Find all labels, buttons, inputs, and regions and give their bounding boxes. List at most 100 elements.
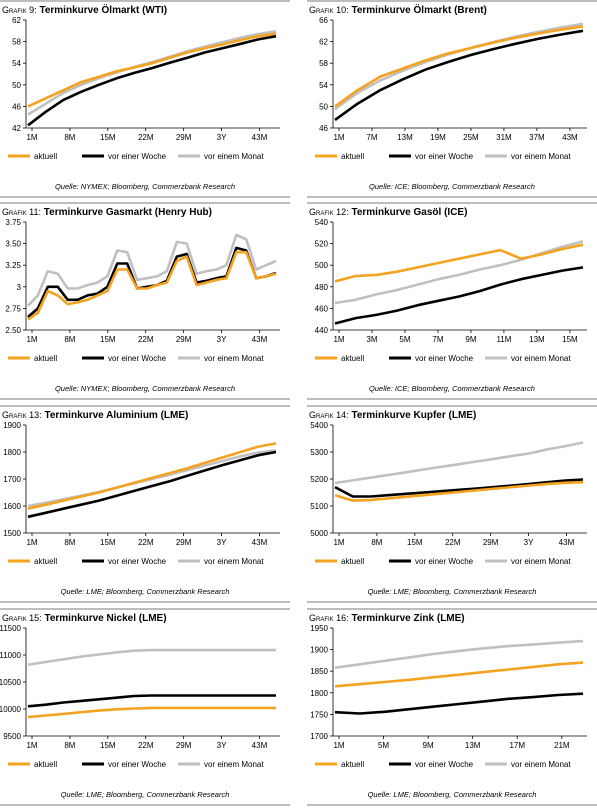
x-tick-label: 37M: [529, 133, 545, 142]
chart-title-text: Terminkurve Ölmarkt (Brent): [348, 5, 487, 16]
y-tick-label: 1800: [310, 689, 328, 698]
y-tick-label: 11000: [0, 651, 22, 660]
x-tick-label: 7M: [432, 335, 443, 344]
chart-header: Grafik 13: Terminkurve Aluminium (LME): [0, 405, 290, 423]
chart-title: Grafik 9: Terminkurve Ölmarkt (WTI): [2, 5, 167, 16]
chart-title-text: Terminkurve Gasmarkt (Henry Hub): [41, 207, 212, 218]
x-tick-label: 19M: [430, 133, 446, 142]
y-tick-label: 1500: [3, 529, 21, 538]
divider: [0, 804, 290, 806]
chart-plot: 46 50 54 58 62 66 1M 7M 13M 19M 25M 31M 37M 43M aktuel…: [315, 16, 587, 161]
series-line-woche: [27, 694, 276, 708]
y-tick-label: 50: [12, 81, 21, 90]
chart-plot: 440 460 480 500 520 540 1M 3M 5M 7M 9M 11M 13M 15M akt…: [315, 218, 587, 363]
chart-title: Grafik 10: Terminkurve Ölmarkt (Brent): [309, 5, 487, 16]
x-tick-label: 8M: [64, 335, 75, 344]
y-tick-label: 10000: [0, 705, 22, 714]
x-tick-label: 9M: [423, 741, 434, 750]
series-line-monat: [334, 639, 584, 669]
y-tick-label: 2.75: [5, 304, 21, 313]
y-tick-label: 62: [319, 38, 328, 47]
chart-panel: Grafik 14: Terminkurve Kupfer (LME) 5000 5…: [307, 405, 597, 605]
y-tick-label: 46: [12, 102, 21, 111]
y-tick-label: 3.50: [5, 240, 21, 249]
legend-label: vor einer Woche: [415, 152, 474, 161]
chart-source: Quelle: ICE; Bloomberg, Commerzbank Rese…: [369, 182, 535, 191]
y-tick-label: 54: [319, 81, 328, 90]
y-tick-label: 1900: [3, 421, 21, 430]
legend-label: vor einem Monat: [511, 152, 571, 161]
x-tick-label: 31M: [496, 133, 512, 142]
chart-title-text: Terminkurve Aluminium (LME): [41, 410, 189, 421]
legend-label: vor einem Monat: [204, 557, 264, 566]
chart-source: Quelle: LME; Bloomberg, Commerzbank Rese…: [367, 790, 537, 799]
y-tick-label: 5200: [310, 475, 328, 484]
y-tick-label: 58: [319, 59, 328, 68]
y-tick-label: 62: [12, 16, 21, 25]
x-tick-label: 22M: [445, 538, 461, 547]
x-tick-label: 5M: [378, 741, 389, 750]
x-tick-label: 15M: [100, 335, 116, 344]
y-tick-label: 10500: [0, 678, 22, 687]
y-tick-label: 46: [319, 124, 328, 133]
chart-panel: Grafik 9: Terminkurve Ölmarkt (WTI) 42 46 5…: [0, 0, 290, 200]
x-tick-label: 3Y: [217, 335, 227, 344]
x-tick-label: 15M: [100, 741, 116, 750]
legend-label: vor einem Monat: [204, 152, 264, 161]
y-tick-label: 500: [315, 261, 329, 270]
y-tick-label: 2.50: [5, 326, 21, 335]
x-tick-label: 29M: [176, 133, 192, 142]
chart-label: Grafik 9:: [2, 5, 37, 15]
chart-plot: 1500 1600 1700 1800 1900 1M 8M 15M 22M 29M 3Y 43M ak…: [3, 421, 280, 566]
series-line-monat: [27, 648, 276, 666]
x-tick-label: 3Y: [217, 133, 227, 142]
y-tick-label: 5100: [310, 502, 328, 511]
x-tick-label: 43M: [252, 538, 268, 547]
chart-title: Grafik 16: Terminkurve Zink (LME): [309, 613, 465, 624]
legend-label: vor einem Monat: [511, 760, 571, 769]
chart-title: Grafik 15: Terminkurve Nickel (LME): [2, 613, 167, 624]
y-tick-label: 58: [12, 38, 21, 47]
x-tick-label: 15M: [562, 335, 578, 344]
chart-source: Quelle: LME; Bloomberg, Commerzbank Rese…: [367, 587, 537, 596]
series-line-aktuell: [334, 243, 584, 283]
x-tick-label: 3M: [366, 335, 377, 344]
x-tick-label: 9M: [465, 335, 476, 344]
y-tick-label: 1600: [3, 502, 21, 511]
divider: [0, 196, 290, 198]
legend-label: aktuell: [341, 152, 364, 161]
y-tick-label: 1950: [310, 624, 328, 633]
x-tick-label: 1M: [26, 538, 37, 547]
x-tick-label: 13M: [529, 335, 545, 344]
legend-label: aktuell: [341, 557, 364, 566]
y-tick-label: 1850: [310, 667, 328, 676]
chart-panel: Grafik 11: Terminkurve Gasmarkt (Henry H…: [0, 202, 290, 402]
y-tick-label: 9500: [3, 732, 21, 741]
chart-title-text: Terminkurve Kupfer (LME): [348, 410, 477, 421]
chart-title-text: Terminkurve Gasöl (ICE): [348, 207, 468, 218]
y-tick-label: 520: [315, 240, 329, 249]
chart-panel: Grafik 16: Terminkurve Zink (LME) 1700 175…: [307, 608, 597, 808]
y-tick-label: 5400: [310, 421, 328, 430]
legend-label: vor einer Woche: [108, 760, 167, 769]
chart-title-text: Terminkurve Ölmarkt (WTI): [36, 5, 168, 16]
x-tick-label: 29M: [176, 741, 192, 750]
x-tick-label: 8M: [371, 538, 382, 547]
x-tick-label: 13M: [465, 741, 481, 750]
chart-header: Grafik 10: Terminkurve Ölmarkt (Brent): [307, 0, 597, 18]
chart-plot: 1700 1750 1800 1850 1900 1950 1M 5M 9M 13M 17M 21M a…: [310, 624, 587, 769]
x-tick-label: 7M: [366, 133, 377, 142]
y-tick-label: 54: [12, 59, 21, 68]
legend-label: aktuell: [34, 760, 57, 769]
series-line-woche: [334, 692, 584, 715]
chart-header: Grafik 12: Terminkurve Gasöl (ICE): [307, 202, 597, 220]
chart-header: Grafik 16: Terminkurve Zink (LME): [307, 608, 597, 626]
divider: [307, 804, 597, 806]
chart-label: Grafik 12:: [309, 207, 349, 217]
x-tick-label: 15M: [100, 133, 116, 142]
y-tick-label: 5300: [310, 448, 328, 457]
chart-plot: 2.50 2.75 3 3.25 3.50 3.75 1M 8M 15M 22M 29M 3Y 43M a…: [5, 218, 280, 363]
legend-label: aktuell: [34, 557, 57, 566]
x-tick-label: 22M: [138, 335, 154, 344]
legend-label: vor einer Woche: [108, 152, 167, 161]
